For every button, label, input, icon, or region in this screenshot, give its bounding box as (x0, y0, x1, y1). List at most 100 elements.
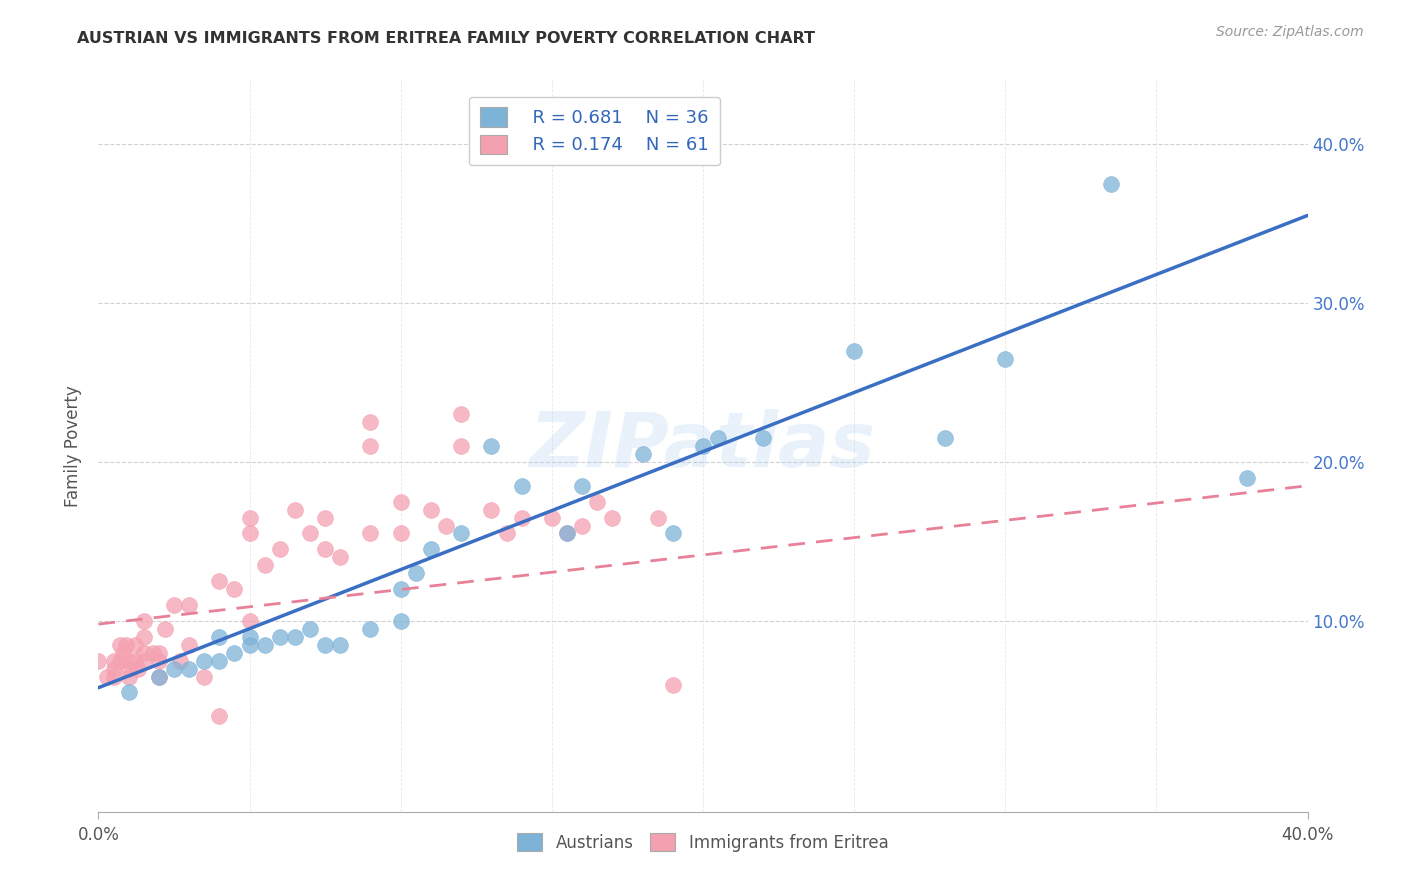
Point (389, 526, 412, 541)
Point (284, 630, 307, 644)
Point (555, 526, 578, 541)
Point (193, 669, 215, 683)
Point (481, 502, 503, 516)
Point (87, 654, 110, 668)
Point (555, 526, 578, 541)
Point (647, 510, 669, 524)
Point (631, 447, 654, 461)
Point (132, 646, 155, 660)
Point (844, 343, 866, 358)
Point (239, 526, 262, 541)
Point (269, 542, 291, 557)
Point (405, 566, 427, 581)
Point (239, 638, 262, 652)
Point (108, 654, 131, 668)
Point (389, 582, 412, 596)
Point (239, 614, 262, 628)
Text: AUSTRIAN VS IMMIGRANTS FROM ERITREA FAMILY POVERTY CORRELATION CHART: AUSTRIAN VS IMMIGRANTS FROM ERITREA FAMI… (77, 31, 815, 46)
Point (142, 646, 165, 660)
Text: ZIPatlas: ZIPatlas (530, 409, 876, 483)
Point (481, 439, 503, 453)
Point (994, 351, 1017, 366)
Point (169, 654, 191, 668)
Point (329, 638, 352, 652)
Legend: Austrians, Immigrants from Eritrea: Austrians, Immigrants from Eritrea (510, 826, 896, 858)
Point (208, 654, 231, 668)
Point (208, 574, 231, 589)
Point (103, 654, 125, 668)
Point (540, 510, 562, 524)
Point (153, 622, 176, 636)
Point (389, 494, 412, 508)
Point (299, 622, 322, 636)
Point (179, 662, 201, 676)
Point (103, 662, 125, 676)
Point (360, 439, 382, 453)
Point (1099, 177, 1122, 191)
Point (208, 709, 231, 723)
Point (253, 638, 276, 652)
Point (114, 638, 136, 652)
Point (224, 582, 246, 596)
Point (179, 638, 201, 652)
Point (148, 654, 170, 668)
Point (163, 598, 186, 612)
Point (661, 526, 683, 541)
Point (934, 431, 956, 445)
Point (510, 479, 533, 493)
Point (193, 654, 215, 668)
Point (118, 685, 141, 699)
Point (510, 510, 533, 524)
Point (253, 558, 276, 573)
Point (360, 526, 382, 541)
Point (661, 677, 683, 691)
Point (420, 542, 443, 557)
Point (329, 550, 352, 565)
Point (707, 431, 730, 445)
Point (103, 669, 125, 683)
Point (132, 630, 155, 644)
Point (148, 669, 170, 683)
Point (299, 526, 322, 541)
Point (602, 510, 624, 524)
Point (314, 542, 336, 557)
Point (111, 646, 134, 660)
Point (571, 479, 593, 493)
Point (420, 502, 443, 516)
Point (360, 622, 382, 636)
Point (118, 654, 141, 668)
Point (314, 510, 336, 524)
Point (360, 415, 382, 429)
Point (179, 598, 201, 612)
Point (389, 614, 412, 628)
Point (239, 510, 262, 524)
Point (239, 630, 262, 644)
Point (96, 669, 118, 683)
Point (314, 638, 336, 652)
Y-axis label: Family Poverty: Family Poverty (65, 385, 83, 507)
Point (132, 654, 155, 668)
Point (224, 646, 246, 660)
Point (118, 669, 141, 683)
Point (586, 494, 609, 508)
Point (1236, 471, 1258, 485)
Point (127, 662, 149, 676)
Point (208, 630, 231, 644)
Point (269, 630, 291, 644)
Point (284, 502, 307, 516)
Point (132, 614, 155, 628)
Point (163, 662, 186, 676)
Point (434, 518, 457, 533)
Point (124, 638, 146, 652)
Point (118, 662, 141, 676)
Point (148, 646, 170, 660)
Point (450, 439, 472, 453)
Point (571, 518, 593, 533)
Point (692, 439, 714, 453)
Point (752, 431, 775, 445)
Point (108, 638, 131, 652)
Point (148, 669, 170, 683)
Point (495, 526, 517, 541)
Point (124, 654, 146, 668)
Point (450, 526, 472, 541)
